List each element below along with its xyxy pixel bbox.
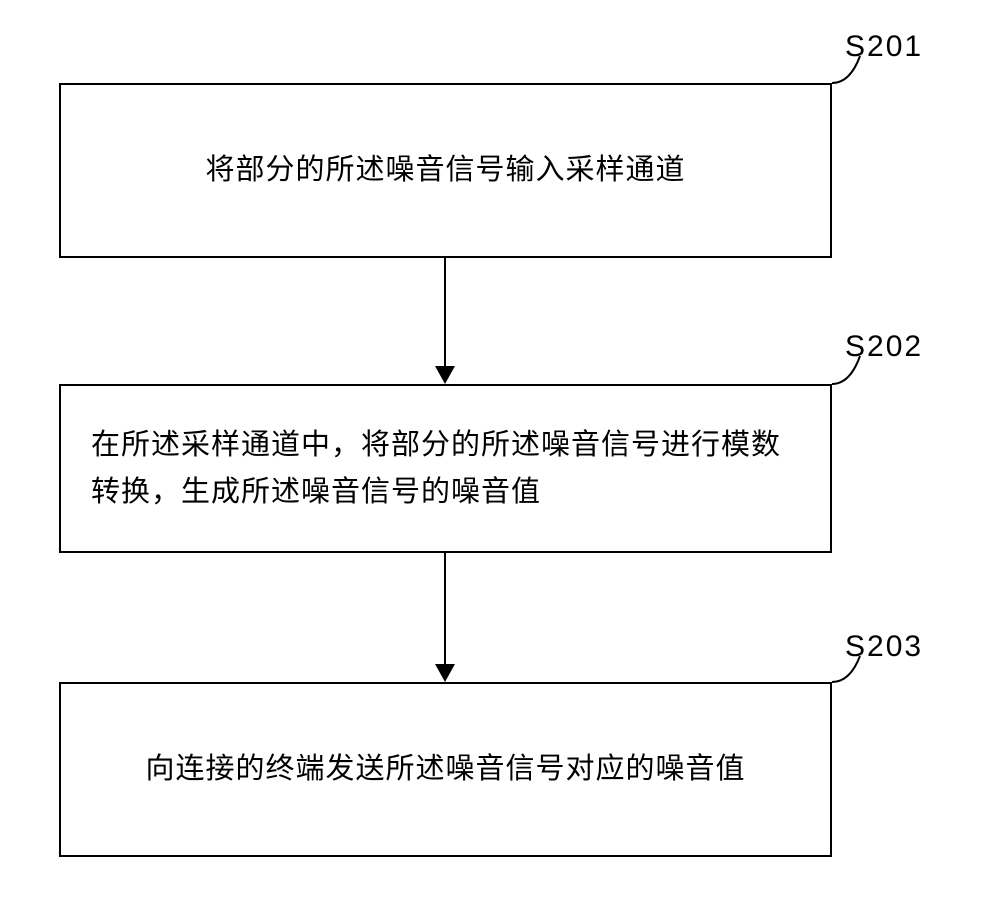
flow-step-s203-text: 向连接的终端发送所述噪音信号对应的噪音值 bbox=[145, 746, 745, 792]
flow-step-s203: 向连接的终端发送所述噪音信号对应的噪音值 bbox=[59, 682, 832, 857]
arrow-s201-s202 bbox=[444, 258, 446, 366]
arrow-head-s201-s202 bbox=[435, 366, 455, 384]
arrow-s202-s203 bbox=[444, 553, 446, 664]
leader-s203 bbox=[820, 644, 880, 694]
flow-step-s202-text: 在所述采样通道中，将部分的所述噪音信号进行模数转换，生成所述噪音信号的噪音值 bbox=[91, 422, 800, 515]
arrow-head-s202-s203 bbox=[435, 664, 455, 682]
leader-s201 bbox=[820, 44, 880, 94]
flow-step-s202: 在所述采样通道中，将部分的所述噪音信号进行模数转换，生成所述噪音信号的噪音值 bbox=[59, 384, 832, 553]
leader-s202 bbox=[820, 344, 880, 394]
flow-step-s201: 将部分的所述噪音信号输入采样通道 bbox=[59, 83, 832, 258]
flow-step-s201-text: 将部分的所述噪音信号输入采样通道 bbox=[205, 147, 685, 193]
